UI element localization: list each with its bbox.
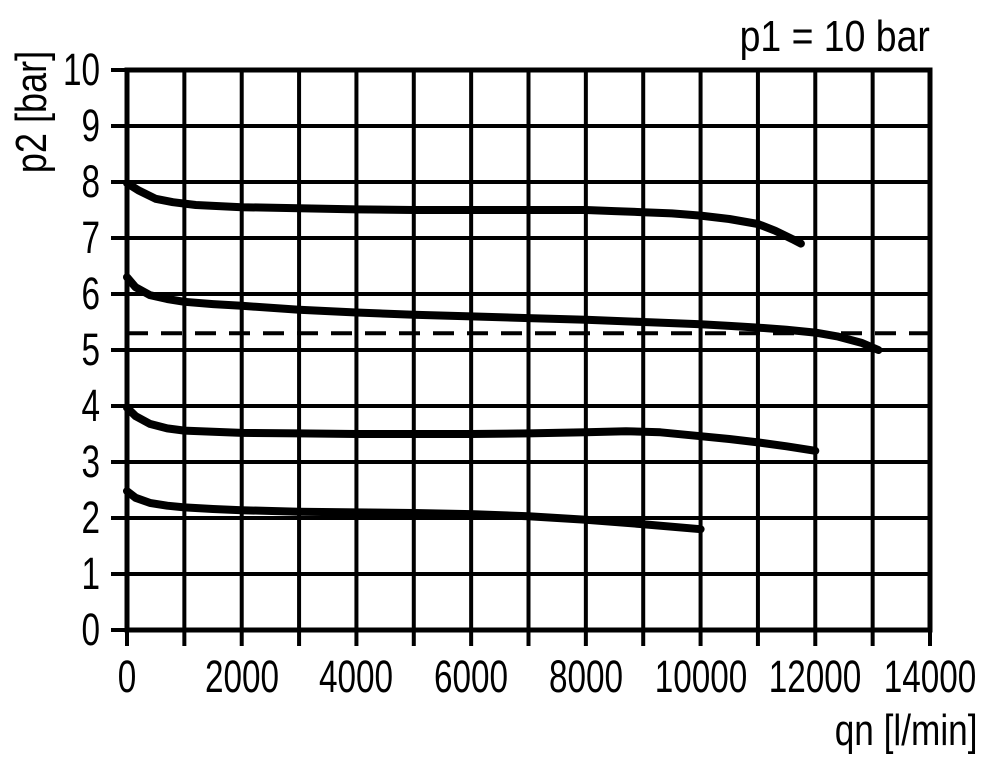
pressure-curve-setting-6-bar xyxy=(123,273,883,354)
chart-annotation-p1: p1 = 10 bar xyxy=(739,12,930,61)
pressure-curve-setting-4-bar xyxy=(123,403,820,455)
y-tick-label: 1 xyxy=(81,548,100,599)
x-tick-label: 4000 xyxy=(319,651,394,702)
y-tick-label: 10 xyxy=(62,44,100,95)
x-tick-label: 14000 xyxy=(883,651,977,702)
x-tick-label: 12000 xyxy=(768,651,862,702)
y-tick-label: 6 xyxy=(81,268,100,319)
y-tick-label: 0 xyxy=(81,604,100,655)
y-tick-label: 4 xyxy=(81,380,100,431)
pressure-curve-setting-8-bar xyxy=(123,179,805,248)
y-tick-label: 3 xyxy=(81,436,100,487)
x-tick-label: 2000 xyxy=(204,651,279,702)
y-tick-label: 8 xyxy=(81,156,100,207)
x-tick-label: 6000 xyxy=(434,651,509,702)
y-tick-label: 9 xyxy=(81,100,100,151)
y-tick-label: 7 xyxy=(81,212,100,263)
x-tick-label: 0 xyxy=(117,651,137,702)
x-tick-label: 10000 xyxy=(654,651,747,702)
pressure-curve-setting-2p5-bar xyxy=(123,487,705,534)
x-tick-label: 8000 xyxy=(548,651,623,702)
y-tick-label: 5 xyxy=(81,324,100,375)
x-axis-label: qn [l/min] xyxy=(835,706,978,755)
y-tick-label: 2 xyxy=(81,492,100,543)
